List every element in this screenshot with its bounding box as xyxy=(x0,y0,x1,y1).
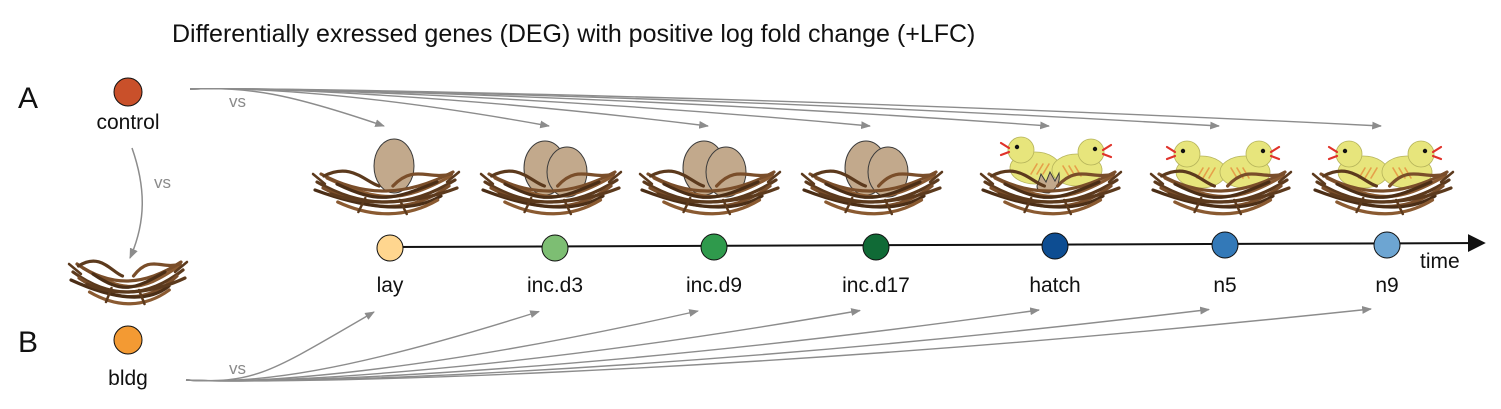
nest-inc-d17-icon xyxy=(800,140,944,216)
nest-inc-d3-icon xyxy=(479,140,623,216)
bldg-label: bldg xyxy=(108,367,148,390)
control-to-bldg-arrow xyxy=(129,147,143,259)
stage-dot-inc-d9 xyxy=(700,233,728,261)
nest-n9-icon xyxy=(1311,140,1455,216)
arrow-control-to-n5 xyxy=(189,88,1220,130)
stage-dot-n5 xyxy=(1211,231,1239,259)
arrow-bldg-to-n9 xyxy=(185,306,1372,382)
panel-label-a: A xyxy=(18,82,38,115)
stage-label-inc-d3: inc.d3 xyxy=(527,274,583,297)
stage-markers: lay inc.d3 inc.d9 inc.d17 hatch n5 n9 xyxy=(376,231,1401,297)
nest-inc-d9-icon xyxy=(638,140,782,216)
arrow-control-to-n9 xyxy=(189,88,1382,130)
bldg-dot xyxy=(113,325,143,355)
nest-lay-icon xyxy=(311,138,461,216)
stage-label-n9: n9 xyxy=(1375,274,1398,297)
vs-label-vertical: vs xyxy=(154,173,171,192)
stage-nests xyxy=(311,136,1455,216)
arrow-bldg-to-inc-d9 xyxy=(185,309,699,382)
timeline-axis xyxy=(389,234,1486,253)
stage-label-inc-d9: inc.d9 xyxy=(686,274,742,297)
nest-n5-icon xyxy=(1149,140,1293,216)
arrow-bldg-to-n5 xyxy=(185,306,1210,382)
control-label: control xyxy=(96,111,159,134)
vs-label-b: vs xyxy=(229,359,246,378)
time-axis-label: time xyxy=(1420,250,1460,273)
stage-dot-inc-d3 xyxy=(541,234,569,262)
control-dot xyxy=(113,77,143,107)
arrows-from-bldg xyxy=(185,306,1372,382)
panel-label-b: B xyxy=(18,326,38,359)
vs-label-a: vs xyxy=(229,92,246,111)
stage-label-hatch: hatch xyxy=(1029,274,1080,297)
arrow-bldg-to-lay xyxy=(185,311,375,382)
arrows-from-control xyxy=(189,87,1382,130)
stage-dot-inc-d17 xyxy=(862,233,890,261)
stage-label-n5: n5 xyxy=(1213,274,1236,297)
stage-label-lay: lay xyxy=(377,274,404,297)
stage-dot-n9 xyxy=(1373,231,1401,259)
nest-hatch-icon xyxy=(979,136,1123,216)
stage-label-inc-d17: inc.d17 xyxy=(842,274,910,297)
stage-dot-hatch xyxy=(1041,232,1069,260)
figure-title: Differentially exressed genes (DEG) with… xyxy=(172,20,975,48)
stage-dot-lay xyxy=(376,234,404,262)
empty-nest-icon xyxy=(67,259,189,306)
